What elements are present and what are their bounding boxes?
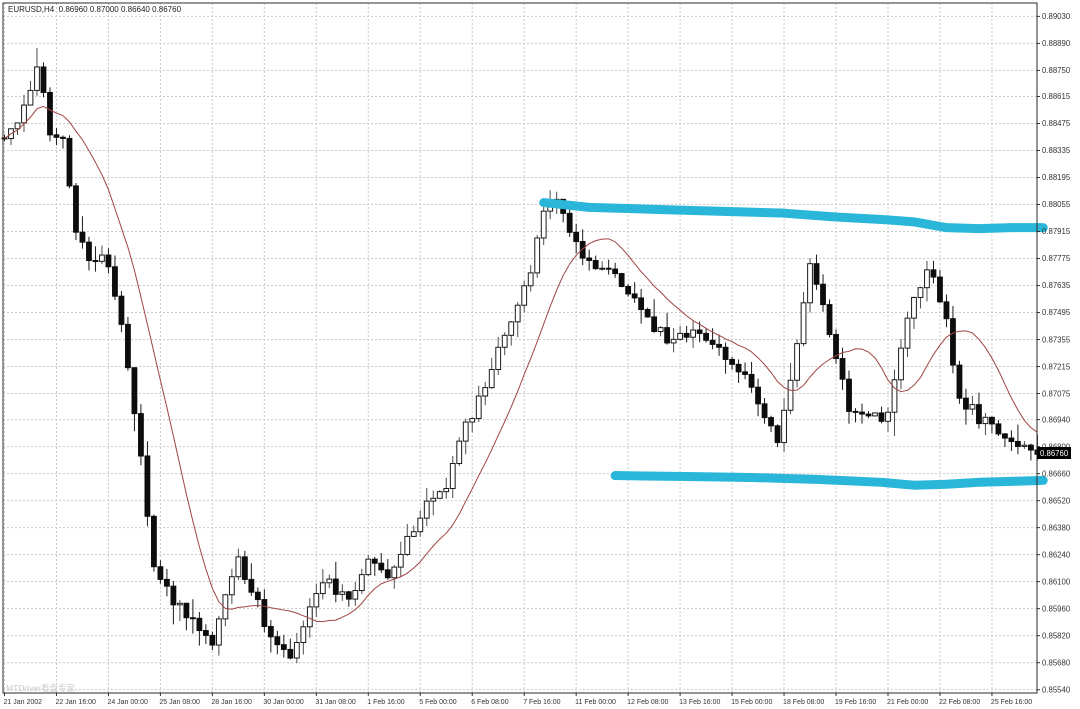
svg-text:15 Feb 00:00: 15 Feb 00:00 [731, 699, 772, 706]
svg-text:0.86240: 0.86240 [1042, 550, 1071, 559]
svg-text:0.85820: 0.85820 [1042, 631, 1071, 640]
svg-text:19 Feb 16:00: 19 Feb 16:00 [835, 699, 876, 706]
svg-text:0.87355: 0.87355 [1042, 335, 1071, 344]
svg-text:0.87775: 0.87775 [1042, 254, 1071, 263]
svg-text:0.85540: 0.85540 [1042, 685, 1071, 694]
svg-text:0.87215: 0.87215 [1042, 362, 1071, 371]
svg-text:0.88475: 0.88475 [1042, 119, 1071, 128]
svg-text:12 Feb 08:00: 12 Feb 08:00 [627, 699, 668, 706]
svg-text:0.88890: 0.88890 [1042, 39, 1071, 48]
svg-text:0.86660: 0.86660 [1042, 469, 1071, 478]
svg-text:0.87915: 0.87915 [1042, 227, 1071, 236]
svg-text:31 Jan 08:00: 31 Jan 08:00 [315, 699, 356, 706]
svg-text:0.89030: 0.89030 [1042, 12, 1071, 21]
svg-text:30 Jan 00:00: 30 Jan 00:00 [263, 699, 304, 706]
svg-text:0.87075: 0.87075 [1042, 389, 1071, 398]
svg-text:0.85680: 0.85680 [1042, 658, 1071, 667]
svg-text:5 Feb 00:00: 5 Feb 00:00 [419, 699, 456, 706]
svg-text:22 Feb 08:00: 22 Feb 08:00 [939, 699, 980, 706]
svg-text:0.87635: 0.87635 [1042, 281, 1071, 290]
svg-text:0.88615: 0.88615 [1042, 92, 1071, 101]
svg-text:0.88195: 0.88195 [1042, 173, 1071, 182]
svg-text:0.86520: 0.86520 [1042, 496, 1071, 505]
svg-text:24 Jan 00:00: 24 Jan 00:00 [107, 699, 148, 706]
svg-text:28 Jan 16:00: 28 Jan 16:00 [211, 699, 252, 706]
svg-text:18 Feb 08:00: 18 Feb 08:00 [783, 699, 824, 706]
svg-text:1 Feb 16:00: 1 Feb 16:00 [367, 699, 404, 706]
svg-text:13 Feb 16:00: 13 Feb 16:00 [679, 699, 720, 706]
svg-text:0.85960: 0.85960 [1042, 604, 1071, 613]
svg-text:0.86380: 0.86380 [1042, 523, 1071, 532]
svg-text:25 Feb 16:00: 25 Feb 16:00 [991, 699, 1032, 706]
svg-text:0.86100: 0.86100 [1042, 577, 1071, 586]
svg-text:21 Jan 2002: 21 Jan 2002 [4, 699, 43, 706]
svg-text:0.88750: 0.88750 [1042, 66, 1071, 75]
svg-text:21 Feb 00:00: 21 Feb 00:00 [887, 699, 928, 706]
svg-text:0.86940: 0.86940 [1042, 415, 1071, 424]
svg-text:22 Jan 16:00: 22 Jan 16:00 [55, 699, 96, 706]
svg-text:11 Feb 00:00: 11 Feb 00:00 [575, 699, 616, 706]
svg-text:7 Feb 16:00: 7 Feb 16:00 [523, 699, 560, 706]
svg-text:6 Feb 08:00: 6 Feb 08:00 [471, 699, 508, 706]
svg-text:0.88335: 0.88335 [1042, 146, 1071, 155]
svg-text:0.88055: 0.88055 [1042, 200, 1071, 209]
svg-text:25 Jan 08:00: 25 Jan 08:00 [159, 699, 200, 706]
svg-text:0.87495: 0.87495 [1042, 308, 1071, 317]
